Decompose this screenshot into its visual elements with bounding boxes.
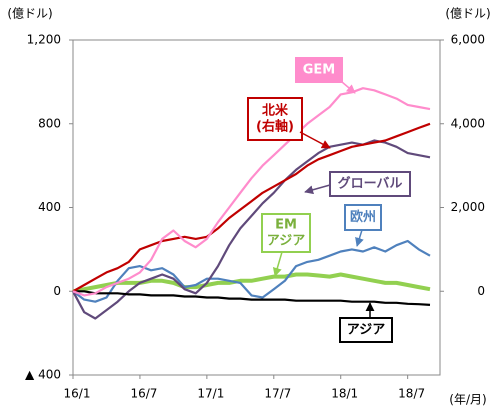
y-tick-label: 400 <box>38 200 61 214</box>
annotation-arrow <box>299 131 331 149</box>
series-line <box>72 139 431 320</box>
annotation-label: 欧州 <box>350 209 376 225</box>
y2-tick-label: 2,000 <box>451 200 485 214</box>
x-tick-label: 16/7 <box>130 387 157 401</box>
annotation-arrow <box>341 81 356 94</box>
annotation-box <box>295 57 343 83</box>
y-tick-label: 800 <box>38 116 61 130</box>
annotation-box <box>344 204 382 231</box>
annotation-arrow <box>304 184 331 195</box>
x-tick-label: 16/1 <box>64 387 91 401</box>
series-line <box>72 87 431 297</box>
y-axis-label: (億ドル) <box>7 7 52 21</box>
x-axis-label: (年/月) <box>449 393 486 407</box>
annotation-label: 北米 <box>262 103 289 119</box>
annotation-arrow <box>272 251 283 277</box>
x-tick-label: 17/7 <box>264 387 291 401</box>
x-tick-label: 18/1 <box>331 387 358 401</box>
y2-tick-label: 6,000 <box>451 33 485 47</box>
annotation-label: アジア <box>267 234 305 249</box>
annotation-box <box>247 97 303 141</box>
annotation-label: GEM <box>303 63 336 78</box>
annotation-box <box>329 171 411 197</box>
y-tick-label: 0 <box>53 284 61 298</box>
y2-axis-label: (億ドル) <box>445 7 490 21</box>
series-line <box>72 272 431 294</box>
x-tick-label: 17/1 <box>197 387 224 401</box>
annotation-label: (右軸) <box>256 119 294 135</box>
series-line <box>73 290 431 306</box>
annotation-label: EM <box>275 218 297 233</box>
y-tick-label: ▲ 400 <box>25 368 61 382</box>
y-tick-label: 1,200 <box>27 33 61 47</box>
annotation-box <box>261 213 311 253</box>
annotation-label: アジア <box>347 323 385 338</box>
y2-tick-label: 0 <box>477 284 485 298</box>
annotation-box <box>339 317 393 343</box>
y2-tick-label: 4,000 <box>451 116 485 130</box>
series-line <box>72 122 431 293</box>
annotation-arrow <box>355 229 364 247</box>
x-tick-label: 18/7 <box>398 387 425 401</box>
annotation-label: グローバル <box>338 176 403 192</box>
series-line <box>72 239 431 303</box>
